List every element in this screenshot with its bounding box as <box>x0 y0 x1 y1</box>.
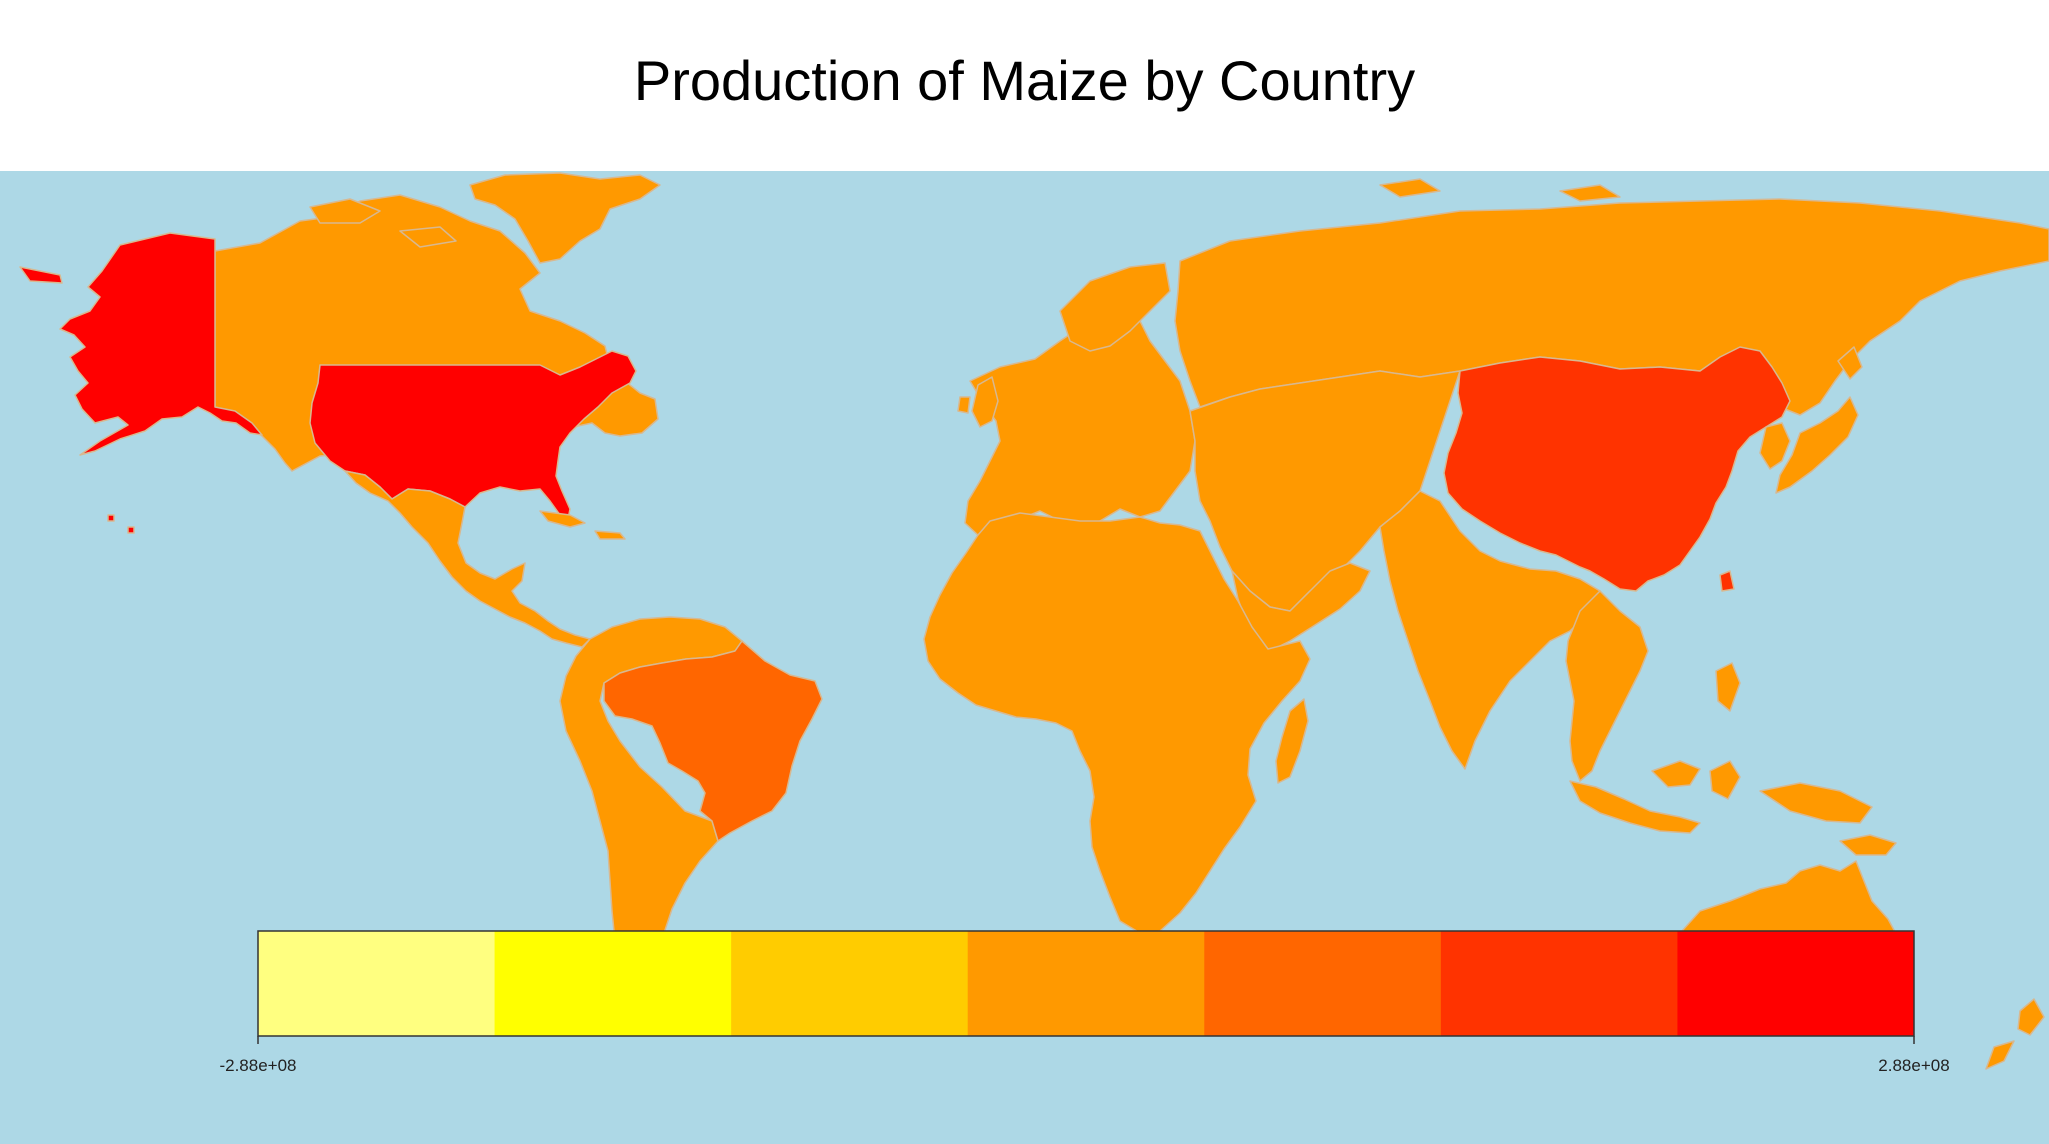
region-taiwan <box>1719 570 1735 592</box>
map-canvas: -2.88e+08 2.88e+08 <box>0 171 2049 1144</box>
region-uk <box>957 376 999 428</box>
region-alaska[interactable] <box>59 232 263 456</box>
region-papua <box>1839 834 1897 856</box>
legend-cell <box>1677 931 1915 1036</box>
world-map: -2.88e+08 2.88e+08 <box>0 171 2049 1144</box>
region-brazil[interactable] <box>603 640 823 842</box>
legend-cell <box>967 931 1205 1036</box>
map-title: Production of Maize by Country <box>633 49 1416 112</box>
region-southeast-asia[interactable] <box>1565 590 1649 782</box>
legend-min-label: -2.88e+08 <box>219 1056 296 1075</box>
region-korea <box>1759 422 1791 470</box>
region-africa[interactable] <box>923 512 1311 934</box>
legend-cell <box>731 931 969 1036</box>
region-south-asia[interactable] <box>1379 490 1601 770</box>
region-aleutians <box>19 266 63 284</box>
legend-cell <box>1440 931 1678 1036</box>
region-china[interactable] <box>1443 346 1791 592</box>
region-arctic-islands <box>309 178 1621 248</box>
region-hawaii <box>107 514 135 534</box>
region-indonesia[interactable] <box>1569 662 1873 834</box>
region-mexico[interactable] <box>344 470 591 648</box>
legend-max-label: 2.88e+08 <box>1878 1056 1949 1075</box>
region-caribbean <box>539 510 626 540</box>
legend-cell <box>258 931 496 1036</box>
region-japan <box>1775 346 1863 494</box>
region-scandinavia <box>1059 262 1171 352</box>
region-greenland[interactable] <box>469 172 661 264</box>
legend-cell <box>1204 931 1442 1036</box>
region-madagascar <box>1275 698 1309 784</box>
region-new-zealand <box>1985 998 2045 1070</box>
legend-cell <box>494 931 732 1036</box>
legend-colorbar: -2.88e+08 2.88e+08 <box>219 930 1950 1075</box>
legend-frame <box>257 930 1915 1037</box>
